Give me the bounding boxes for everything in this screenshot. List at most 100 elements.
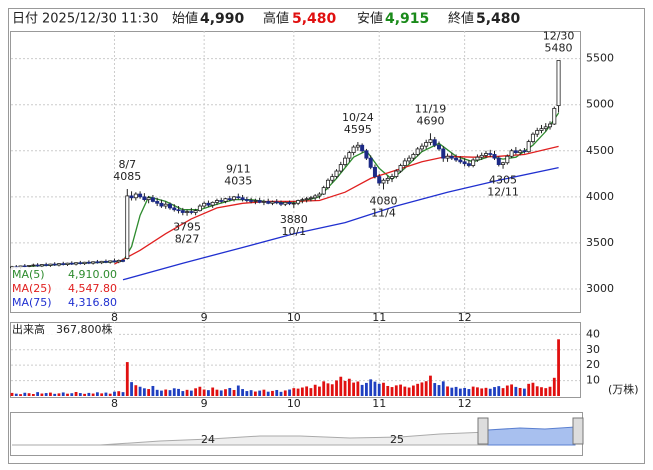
header-label: 終値 (448, 11, 474, 27)
navigator-handle[interactable] (477, 417, 489, 445)
volume-bar (108, 393, 112, 396)
volume-bar (467, 389, 471, 396)
y-tick-label: 30 (586, 343, 600, 356)
annotation-date: 11/19 (415, 102, 447, 115)
candle-body (240, 197, 245, 200)
volume-bar (501, 388, 505, 396)
candle-body (232, 196, 237, 200)
annotation-value: 4690 (416, 114, 444, 127)
volume-bar (147, 389, 151, 396)
volume-bar (424, 381, 428, 396)
volume-bar (100, 393, 104, 396)
volume-bar (194, 388, 198, 396)
candle-body (462, 161, 467, 165)
volume-bar (104, 392, 108, 396)
volume-bar (540, 387, 543, 396)
volume-bar (177, 388, 180, 396)
candle-body (522, 150, 527, 153)
volume-bar (411, 385, 415, 396)
candle-body (475, 156, 480, 161)
candle-body (552, 107, 557, 125)
volume-bar (253, 391, 257, 396)
volume-bar (429, 375, 432, 396)
candle-body (48, 263, 53, 266)
volume-bar (523, 388, 526, 396)
header-value: 2025/12/30 11:30 (42, 12, 159, 27)
candle-body (466, 163, 471, 166)
volume-bar (215, 389, 219, 396)
volume-bar (399, 384, 402, 396)
volume-bar (172, 388, 176, 396)
annotation-value: 5480 (545, 41, 573, 54)
volume-bar (117, 391, 121, 396)
y-tick-label: 3500 (586, 236, 614, 249)
annotation-date: 8/27 (175, 233, 200, 246)
candle-body (325, 179, 330, 189)
candle-body (138, 193, 143, 198)
volume-bar (514, 386, 518, 396)
candle-body (253, 200, 258, 202)
volume-bar (437, 385, 441, 396)
candle-body (368, 157, 373, 168)
candle-body (257, 200, 262, 203)
annotation-date: 10/1 (281, 225, 306, 238)
volume-bar (27, 393, 31, 396)
candle-body (377, 176, 382, 184)
header-label: 日付 (12, 12, 38, 27)
candle-body (445, 155, 450, 159)
volume-bar (279, 391, 283, 396)
candle-body (488, 153, 493, 155)
candle-body (398, 165, 403, 172)
candle-body (116, 260, 121, 263)
volume-bar (160, 390, 163, 396)
volume-bar (31, 393, 35, 396)
volume-bar (305, 386, 309, 396)
navigator-handle[interactable] (572, 417, 584, 445)
candle-body (390, 176, 395, 179)
candle-body (44, 264, 49, 266)
volume-bar (249, 390, 253, 396)
annotation-date: 8/7 (118, 158, 136, 171)
volume-bar (19, 394, 22, 396)
volume-bar (309, 388, 313, 396)
volume-bar (433, 383, 437, 396)
candle-body (121, 260, 126, 262)
x-tick-label: 9 (201, 311, 208, 324)
volume-bar (318, 386, 321, 396)
candle-body (330, 176, 335, 181)
volume-bar (458, 388, 462, 396)
volume-bar (497, 386, 501, 396)
candle-body (108, 260, 113, 263)
volume-bar (283, 390, 287, 396)
y-tick-label: 4500 (586, 144, 614, 157)
candle-body (133, 193, 138, 199)
candle-body (471, 159, 476, 166)
volume-bar (484, 387, 488, 396)
volume-bar (168, 390, 172, 396)
candle-body (176, 209, 181, 212)
volume-bar (527, 383, 531, 396)
volume-bar (151, 385, 155, 396)
candle-body (343, 157, 348, 165)
candle-body (65, 262, 70, 265)
header-value: 5,480 (476, 11, 521, 27)
candle-body (155, 201, 160, 204)
navigator-selection (487, 426, 576, 446)
legend-box (11, 267, 118, 311)
legend-value: 4,316.80 (68, 296, 117, 309)
volume-bar (66, 393, 69, 396)
candle-body (385, 178, 390, 181)
candle-body (52, 263, 57, 266)
volume-bar (347, 378, 351, 396)
volume-bar (275, 389, 279, 396)
volume-bar (49, 392, 52, 396)
candle-body (193, 210, 198, 213)
candle-body (146, 197, 151, 200)
y-tick-label: 10 (586, 374, 600, 387)
volume-bar (10, 392, 14, 396)
x-tick-label: 11 (372, 311, 386, 324)
volume-bar (288, 389, 291, 396)
volume-bar (181, 391, 185, 396)
candle-body (78, 262, 83, 265)
volume-bar (386, 385, 390, 396)
